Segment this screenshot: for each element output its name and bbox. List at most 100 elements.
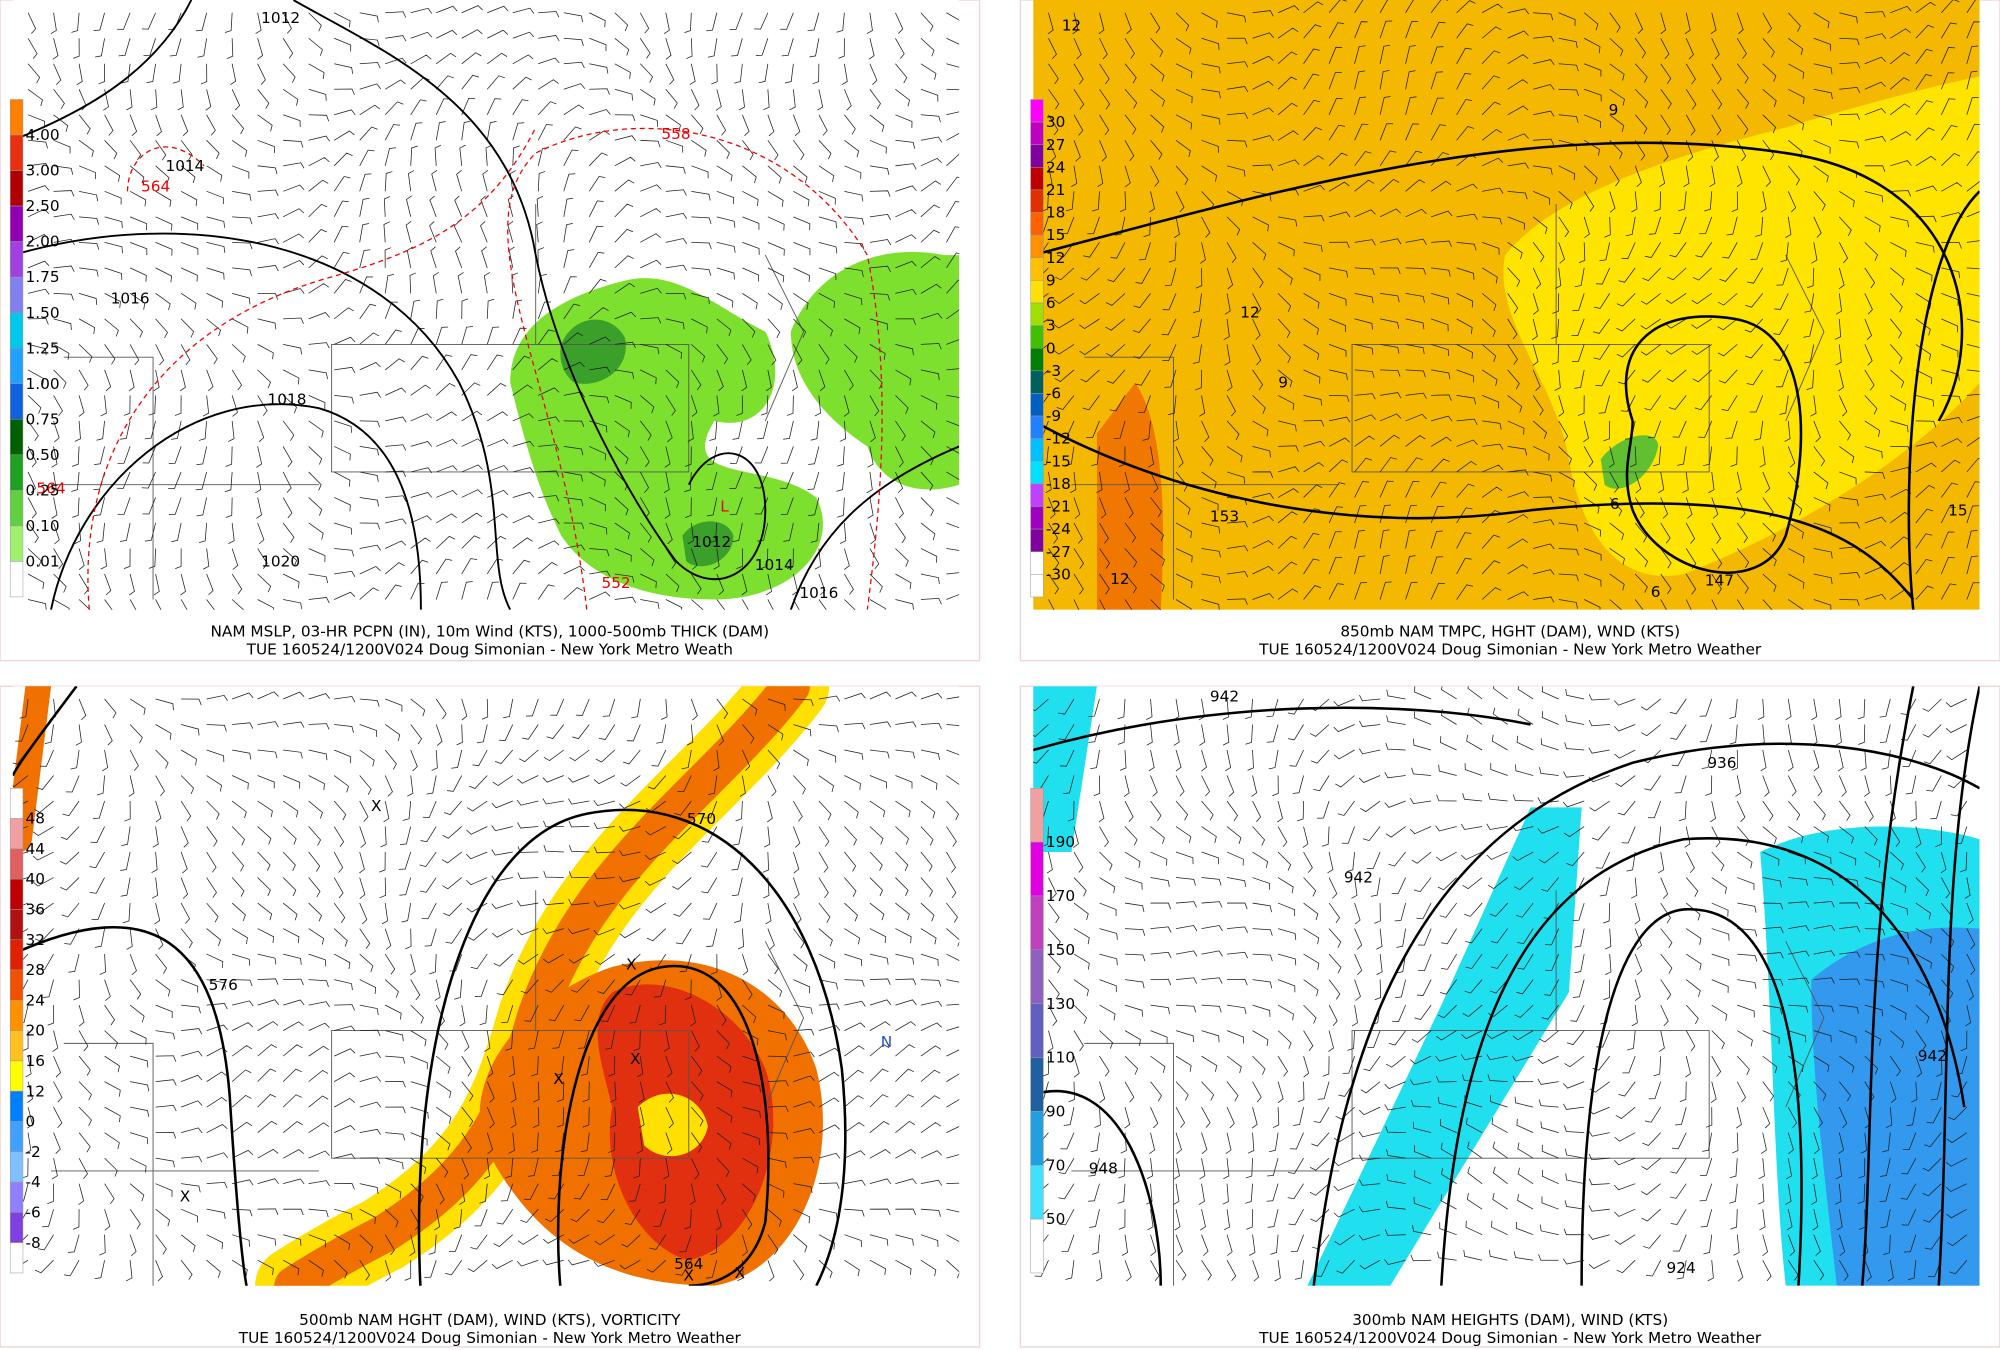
colorbar-label: -27: [1046, 543, 1071, 561]
colorbar-label: -24: [1046, 520, 1071, 538]
map-area: [1033, 0, 1980, 610]
colorbar-label: 27: [1046, 136, 1065, 154]
shaded-field: [560, 319, 626, 384]
colorbar-label: 3: [1046, 317, 1056, 335]
colorbar-swatch: [1030, 212, 1044, 236]
colorbar-label: 15: [1046, 226, 1065, 244]
colorbar-label: -12: [1046, 430, 1071, 448]
contour-label: 153: [1210, 508, 1239, 526]
colorbar-label: 30: [1046, 113, 1065, 131]
colorbar-label: 6: [1046, 294, 1056, 312]
colorbar-swatch: [9, 454, 24, 491]
colorbar-label: -8: [26, 1234, 41, 1252]
shaded-field: [1307, 807, 1582, 1286]
colorbar-swatch: [1030, 895, 1044, 951]
state-borders: [51, 890, 805, 1286]
colorbar-swatch: [9, 909, 24, 940]
colorbar-label: -30: [1046, 565, 1071, 583]
colorbar-swatch: [1030, 461, 1044, 485]
shaded-field: [1033, 686, 1097, 853]
shaded-field: [637, 1093, 708, 1157]
colorbar-label: 110: [1046, 1049, 1075, 1067]
contour-line: [292, 0, 767, 580]
shaded-field: [1600, 435, 1659, 489]
colorbar-swatch: [9, 561, 24, 598]
colorbar-swatch: [9, 1151, 24, 1183]
colorbar-swatch: [9, 99, 24, 136]
caption: NAM MSLP, 03-HR PCPN (IN), 10m Wind (KTS…: [210, 622, 769, 640]
colorbar-label: -6: [26, 1203, 41, 1221]
contour-label: 15: [1948, 501, 1967, 519]
contour-label: X: [735, 1264, 745, 1282]
state-borders: [51, 204, 805, 600]
contour-label: X: [626, 955, 636, 973]
colorbar-label: -21: [1046, 498, 1071, 516]
colorbar-swatch: [9, 1030, 24, 1062]
colorbar-label: 2.00: [26, 233, 60, 251]
contour-label: 9: [1609, 101, 1619, 119]
colorbar-swatch: [1030, 574, 1044, 598]
colorbar-swatch: [1030, 280, 1044, 304]
contour-label: X: [371, 797, 381, 815]
colorbar-label: 190: [1046, 833, 1075, 851]
colorbar-label: 21: [1046, 181, 1065, 199]
map-panel: 1012 1014 1016 1018 1020 1012 1014 1016 558 564 56…: [0, 0, 981, 662]
wind-barbs: [12, 691, 960, 1282]
colorbar-label: 50: [1046, 1210, 1065, 1228]
colorbar-swatch: [9, 878, 24, 910]
contour-label: 1016: [111, 290, 150, 308]
colorbar-swatch: [9, 241, 24, 278]
colorbar-swatch: [1030, 788, 1044, 843]
contour-label: X: [180, 1188, 190, 1206]
colorbar-swatch: [9, 1212, 24, 1243]
contour-line: [507, 127, 883, 610]
map-area: [1033, 686, 1980, 1286]
contour-label: L: [720, 497, 729, 515]
colorbar-label: 48: [26, 810, 45, 828]
shaded-field: [790, 251, 960, 490]
contour-line: [556, 964, 770, 1286]
contour-line: [87, 127, 537, 610]
contour-line: [1440, 837, 1966, 1286]
colorbar-swatch: [9, 276, 24, 313]
contour-line: [1860, 686, 1915, 1286]
colorbar-label: 130: [1046, 995, 1075, 1013]
contour-label: 564: [141, 177, 170, 195]
colorbar-label: 12: [26, 1082, 45, 1100]
map-area: [12, 0, 960, 610]
colorbar-swatch: [9, 969, 24, 1001]
colorbar-swatch: [9, 939, 24, 971]
colorbar-label: 170: [1046, 887, 1075, 905]
contour-label: 1014: [165, 157, 204, 175]
colorbar-label: 0.25: [26, 481, 60, 499]
colorbar-label: 0.75: [26, 410, 60, 428]
contour-label: X: [630, 1050, 640, 1068]
colorbar-swatch: [1030, 1164, 1044, 1220]
colorbar-swatch: [1030, 1003, 1044, 1058]
colorbar-swatch: [1030, 1111, 1044, 1166]
wind-barbs: [27, 5, 960, 610]
colorbar-label: 24: [26, 991, 45, 1009]
colorbar-swatch: [1030, 841, 1044, 897]
colorbar-swatch: [1030, 167, 1044, 191]
contour-label: 1014: [755, 556, 794, 574]
colorbar-swatch: [1030, 99, 1044, 123]
contour-label: 942: [1210, 688, 1239, 706]
contour-label: 924: [1667, 1259, 1696, 1277]
colorbar-swatch: [1030, 325, 1044, 349]
contour-label: 942: [1344, 869, 1373, 887]
colorbar-swatch: [9, 788, 24, 819]
contour-label: N: [881, 1033, 892, 1051]
contour-label: 942: [1918, 1047, 1947, 1065]
colorbar-label: -6: [1046, 385, 1061, 403]
colorbar-label: 40: [26, 870, 45, 888]
colorbar-swatch: [9, 1242, 24, 1274]
colorbar-swatch: [1030, 483, 1044, 507]
contour-label: 1020: [261, 552, 300, 570]
map-panel: 942 936 942 948 924 942 190 170 150 130 110 90 70 50 3…: [1019, 685, 2000, 1348]
colorbar-swatch: [1030, 234, 1044, 259]
contour-label: 12: [1110, 570, 1129, 588]
contour-label: 12: [1240, 304, 1259, 322]
